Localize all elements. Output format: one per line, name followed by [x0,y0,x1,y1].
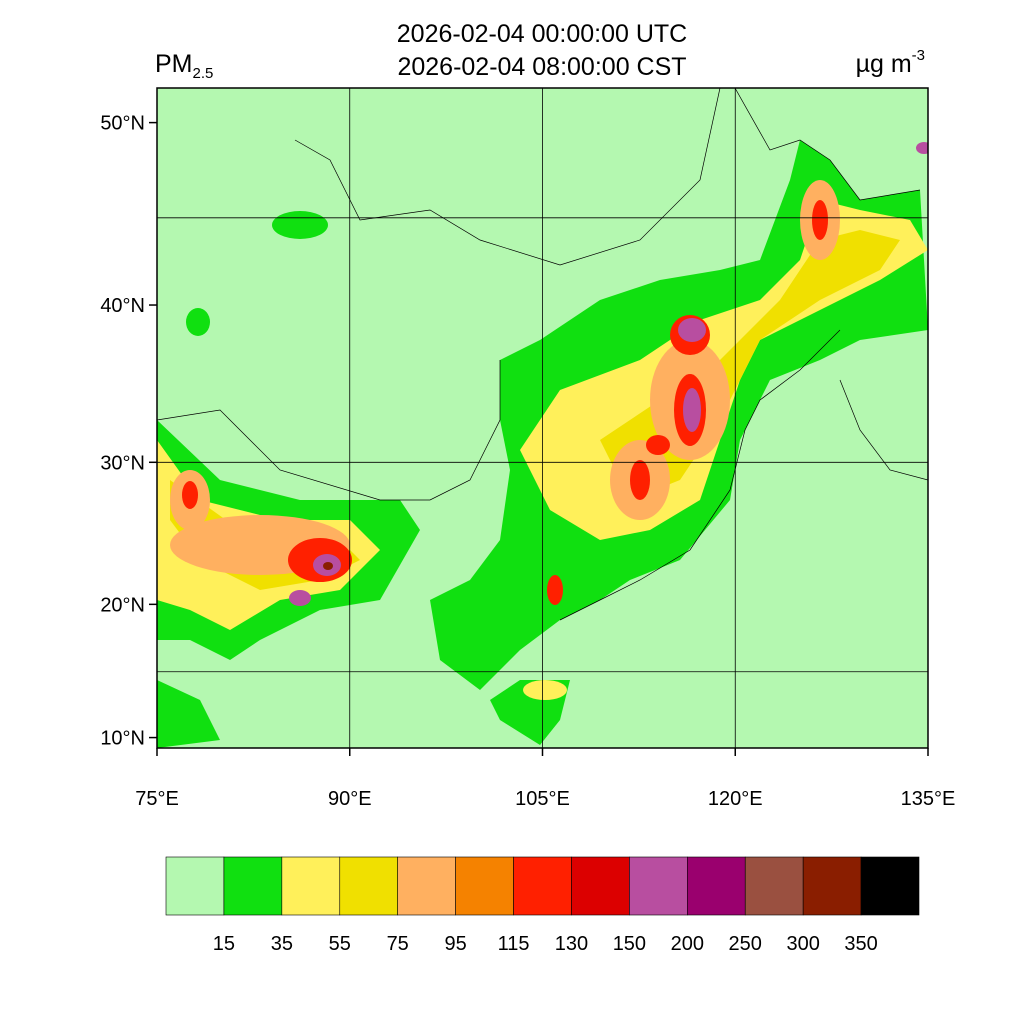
colorbar-label: 300 [786,933,819,955]
colorbar-box [802,856,862,916]
colorbar-box [455,856,514,916]
title-line: 2026-02-04 08:00:00 CST [397,53,686,81]
y-tick-label: 10°N [100,728,145,750]
colorbar-box [687,856,746,916]
field-300 [323,562,333,570]
y-tick-label: 20°N [100,594,145,616]
colorbar-label: 95 [444,933,466,955]
colorbar-label: 350 [844,933,877,955]
title-line: 2026-02-04 00:00:00 UTC [397,20,687,48]
units-superscript: -3 [912,47,925,64]
y-tick-label: 30°N [100,452,145,474]
colorbar-label: 250 [729,933,762,955]
colorbar-box [744,856,804,916]
colorbar-label: 35 [271,933,293,955]
colorbar-box [339,856,398,916]
colorbar-box [571,856,630,916]
axes: 75°E 90°E 105°E 120°E 135°E 10°N 20°N 30°N 40°N 5… [100,88,955,810]
colorbar-label: 75 [387,933,409,955]
y-tick-label: 40°N [100,295,145,317]
units: µg m [856,50,912,78]
x-tick-label: 135°E [901,788,956,810]
variable: PM [155,50,193,78]
field-200 [289,142,928,606]
colorbar-label: 130 [555,933,588,955]
x-tick-label: 90°E [328,788,372,810]
variable-label: PM2.5 [155,50,213,82]
colorbar-label: 115 [498,933,530,955]
colorbar-box [513,856,572,916]
colorbar-box [629,856,688,916]
colorbar-box [165,856,225,916]
colorbar-box [860,856,920,916]
x-tick-label: 105°E [515,788,570,810]
y-tick-label: 50°N [100,113,145,135]
colorbar-box [281,856,341,916]
variable-subscript: 2.5 [193,65,214,82]
colorbar-box [397,856,456,916]
units-label: µg m-3 [856,47,925,78]
colorbar-label: 150 [613,933,646,955]
colorbar-label: 200 [671,933,704,955]
colorbar-label: 15 [213,933,235,955]
colorbar: 15 35 55 75 95 115 130 150 200 250 300 350 [165,856,920,955]
x-tick-label: 75°E [135,788,179,810]
boundaries [157,88,928,621]
map-field [157,88,928,748]
colorbar-label: 55 [329,933,351,955]
x-tick-label: 120°E [708,788,763,810]
colorbar-box [223,856,283,916]
